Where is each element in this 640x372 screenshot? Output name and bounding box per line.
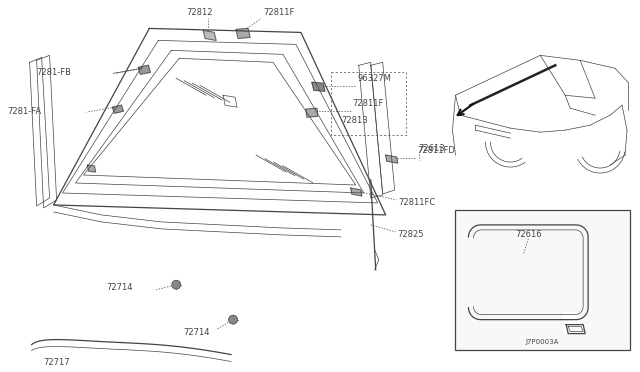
Polygon shape bbox=[113, 105, 124, 113]
Polygon shape bbox=[312, 82, 325, 91]
Text: 96327M: 96327M bbox=[358, 74, 392, 83]
Polygon shape bbox=[306, 108, 318, 117]
Text: J7P0003A: J7P0003A bbox=[525, 339, 559, 344]
Bar bbox=[456, 210, 630, 350]
Polygon shape bbox=[386, 155, 397, 163]
Text: 72811FC: 72811FC bbox=[399, 198, 436, 207]
Polygon shape bbox=[563, 312, 580, 330]
Text: 72813: 72813 bbox=[341, 116, 367, 125]
Polygon shape bbox=[138, 65, 150, 74]
Polygon shape bbox=[564, 324, 579, 331]
Text: 7281‑FA: 7281‑FA bbox=[8, 107, 42, 116]
Circle shape bbox=[172, 280, 180, 289]
Text: 7281‑FB: 7281‑FB bbox=[36, 68, 72, 77]
Polygon shape bbox=[88, 165, 95, 172]
Text: 72714: 72714 bbox=[183, 328, 209, 337]
Text: 72811FD: 72811FD bbox=[418, 146, 456, 155]
Text: 72812: 72812 bbox=[186, 9, 212, 17]
Text: 72714: 72714 bbox=[106, 283, 132, 292]
Circle shape bbox=[228, 315, 237, 324]
Text: 72717: 72717 bbox=[44, 357, 70, 366]
Text: 72811F: 72811F bbox=[353, 99, 384, 108]
Polygon shape bbox=[236, 28, 250, 38]
Text: 72811F: 72811F bbox=[263, 9, 294, 17]
Polygon shape bbox=[203, 31, 216, 41]
Text: 72613: 72613 bbox=[419, 144, 445, 153]
Text: 72825: 72825 bbox=[397, 230, 424, 239]
Text: 72616: 72616 bbox=[515, 230, 541, 239]
Polygon shape bbox=[351, 188, 362, 196]
